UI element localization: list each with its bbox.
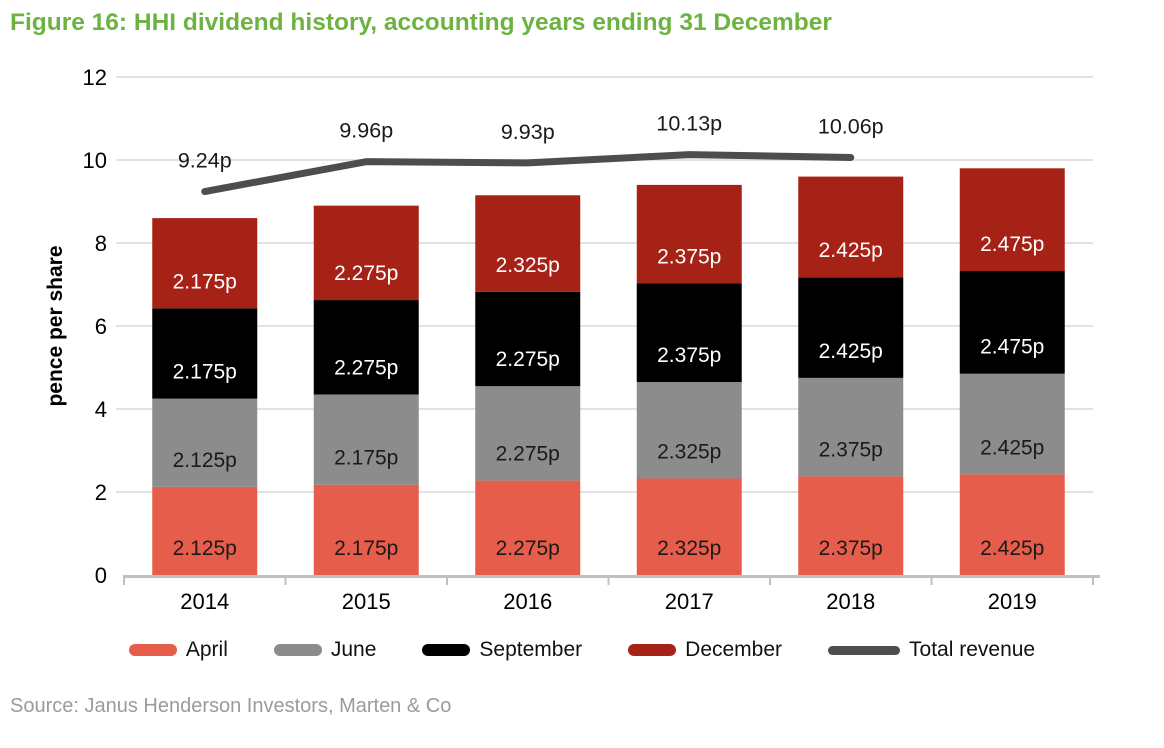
bar-segment-september [798, 277, 904, 379]
x-tick-label: 2018 [826, 589, 875, 614]
legend-item-april: April [128, 638, 228, 662]
bar-segment-label: 2.175p [173, 271, 237, 294]
legend-label: April [185, 638, 228, 662]
bar-segment-label: 2.125p [173, 449, 237, 472]
chart-legend: April June September December Total revenue [0, 637, 1164, 663]
bar-segment-september [152, 308, 258, 400]
bar-segment-december [636, 185, 742, 284]
bar-segment-label: 2.325p [657, 441, 721, 464]
line-point-label: 9.24p [178, 149, 232, 173]
bar-segment-label: 2.425p [980, 437, 1044, 460]
legend-swatch-december [628, 644, 677, 657]
legend-swatch-june [273, 644, 322, 657]
y-tick-label: 12 [83, 65, 107, 90]
source-note: Source: Janus Henderson Investors, Marte… [10, 695, 452, 718]
bar-segment-june [636, 382, 742, 479]
y-tick-label: 8 [95, 231, 107, 256]
bar-segment-label: 2.475p [980, 233, 1044, 256]
total-revenue-line [201, 151, 855, 196]
bar-segment-label: 2.275p [334, 262, 398, 285]
legend-item-september: September [422, 638, 582, 662]
x-tick-label: 2015 [342, 589, 391, 614]
bar-segment-label: 2.375p [819, 439, 883, 462]
bar-segment-label: 2.425p [819, 340, 883, 363]
bar-segment-june [475, 386, 581, 481]
bar-segment-label: 2.275p [496, 349, 560, 372]
x-tick-label: 2014 [180, 589, 229, 614]
x-tick-label: 2019 [988, 589, 1037, 614]
y-tick-label: 2 [95, 480, 107, 505]
bar-segment-label: 2.475p [980, 336, 1044, 359]
legend-item-june: June [273, 638, 377, 662]
bar-segment-april [475, 480, 581, 576]
y-tick-label: 10 [83, 148, 107, 173]
line-point-label: 9.96p [339, 119, 393, 143]
legend-swatch-april [128, 644, 177, 657]
legend-swatch-september [422, 644, 471, 657]
dividend-history-chart: 0 2 4 6 8 10 12 pence per share 2.125p 2.125p 2.17… [44, 65, 1100, 614]
bar-segment-label: 2.175p [173, 361, 237, 384]
line-point-label: 10.13p [656, 112, 722, 136]
line-point-label: 9.93p [501, 120, 555, 144]
bar-segment-april [636, 478, 742, 576]
bar-segment-june [959, 374, 1065, 475]
legend-label: June [330, 638, 377, 662]
bar-segment-label: 2.325p [657, 537, 721, 560]
bar-segment-september [636, 283, 742, 383]
bar-segment-label: 2.275p [334, 357, 398, 380]
legend-item-total-revenue: Total revenue [828, 638, 1035, 662]
bar-segment-label: 2.425p [819, 240, 883, 263]
bar-segment-september [313, 300, 419, 395]
bar-segment-december [959, 168, 1065, 272]
bar-segment-label: 2.375p [657, 344, 721, 367]
bar-segment-december [313, 206, 419, 301]
bar-segment-label: 2.275p [496, 443, 560, 466]
bar-segment-april [959, 474, 1065, 576]
bar-segment-label: 2.275p [496, 537, 560, 560]
bar-segment-december [798, 176, 904, 278]
y-tick-label: 0 [95, 563, 107, 588]
bar-segment-june [152, 399, 258, 488]
legend-item-december: December [628, 638, 782, 662]
bar-segment-december [475, 195, 581, 293]
bar-segment-label: 2.175p [334, 537, 398, 560]
bar-segment-label: 2.325p [496, 254, 560, 277]
x-tick-label: 2017 [665, 589, 714, 614]
figure-16-container: Figure 16: HHI dividend history, account… [0, 8, 1164, 748]
bar-segment-label: 2.125p [173, 537, 237, 560]
bar-segment-label: 2.375p [657, 246, 721, 269]
legend-label: December [685, 638, 783, 662]
bar-segment-april [798, 476, 904, 576]
bar-segment-label: 2.175p [334, 447, 398, 470]
legend-label: September [479, 638, 583, 662]
line-point-label: 10.06p [818, 115, 884, 139]
y-tick-label: 6 [95, 314, 107, 339]
bar-segment-label: 2.425p [980, 537, 1044, 560]
x-tick-label: 2016 [503, 589, 552, 614]
bar-segment-label: 2.375p [819, 537, 883, 560]
figure-title: Figure 16: HHI dividend history, account… [10, 9, 832, 36]
bar-segment-september [475, 292, 581, 387]
y-tick-label: 4 [95, 397, 107, 422]
bar-segment-june [313, 394, 419, 486]
y-axis-title: pence per share [44, 246, 67, 407]
bar-segment-april [313, 485, 419, 576]
bar-segment-september [959, 271, 1065, 375]
bar-segment-december [152, 218, 258, 309]
bar-segment-june [798, 378, 904, 477]
legend-label: Total revenue [909, 638, 1036, 662]
legend-swatch-total-revenue [828, 645, 901, 655]
bar-segment-april [152, 487, 258, 576]
